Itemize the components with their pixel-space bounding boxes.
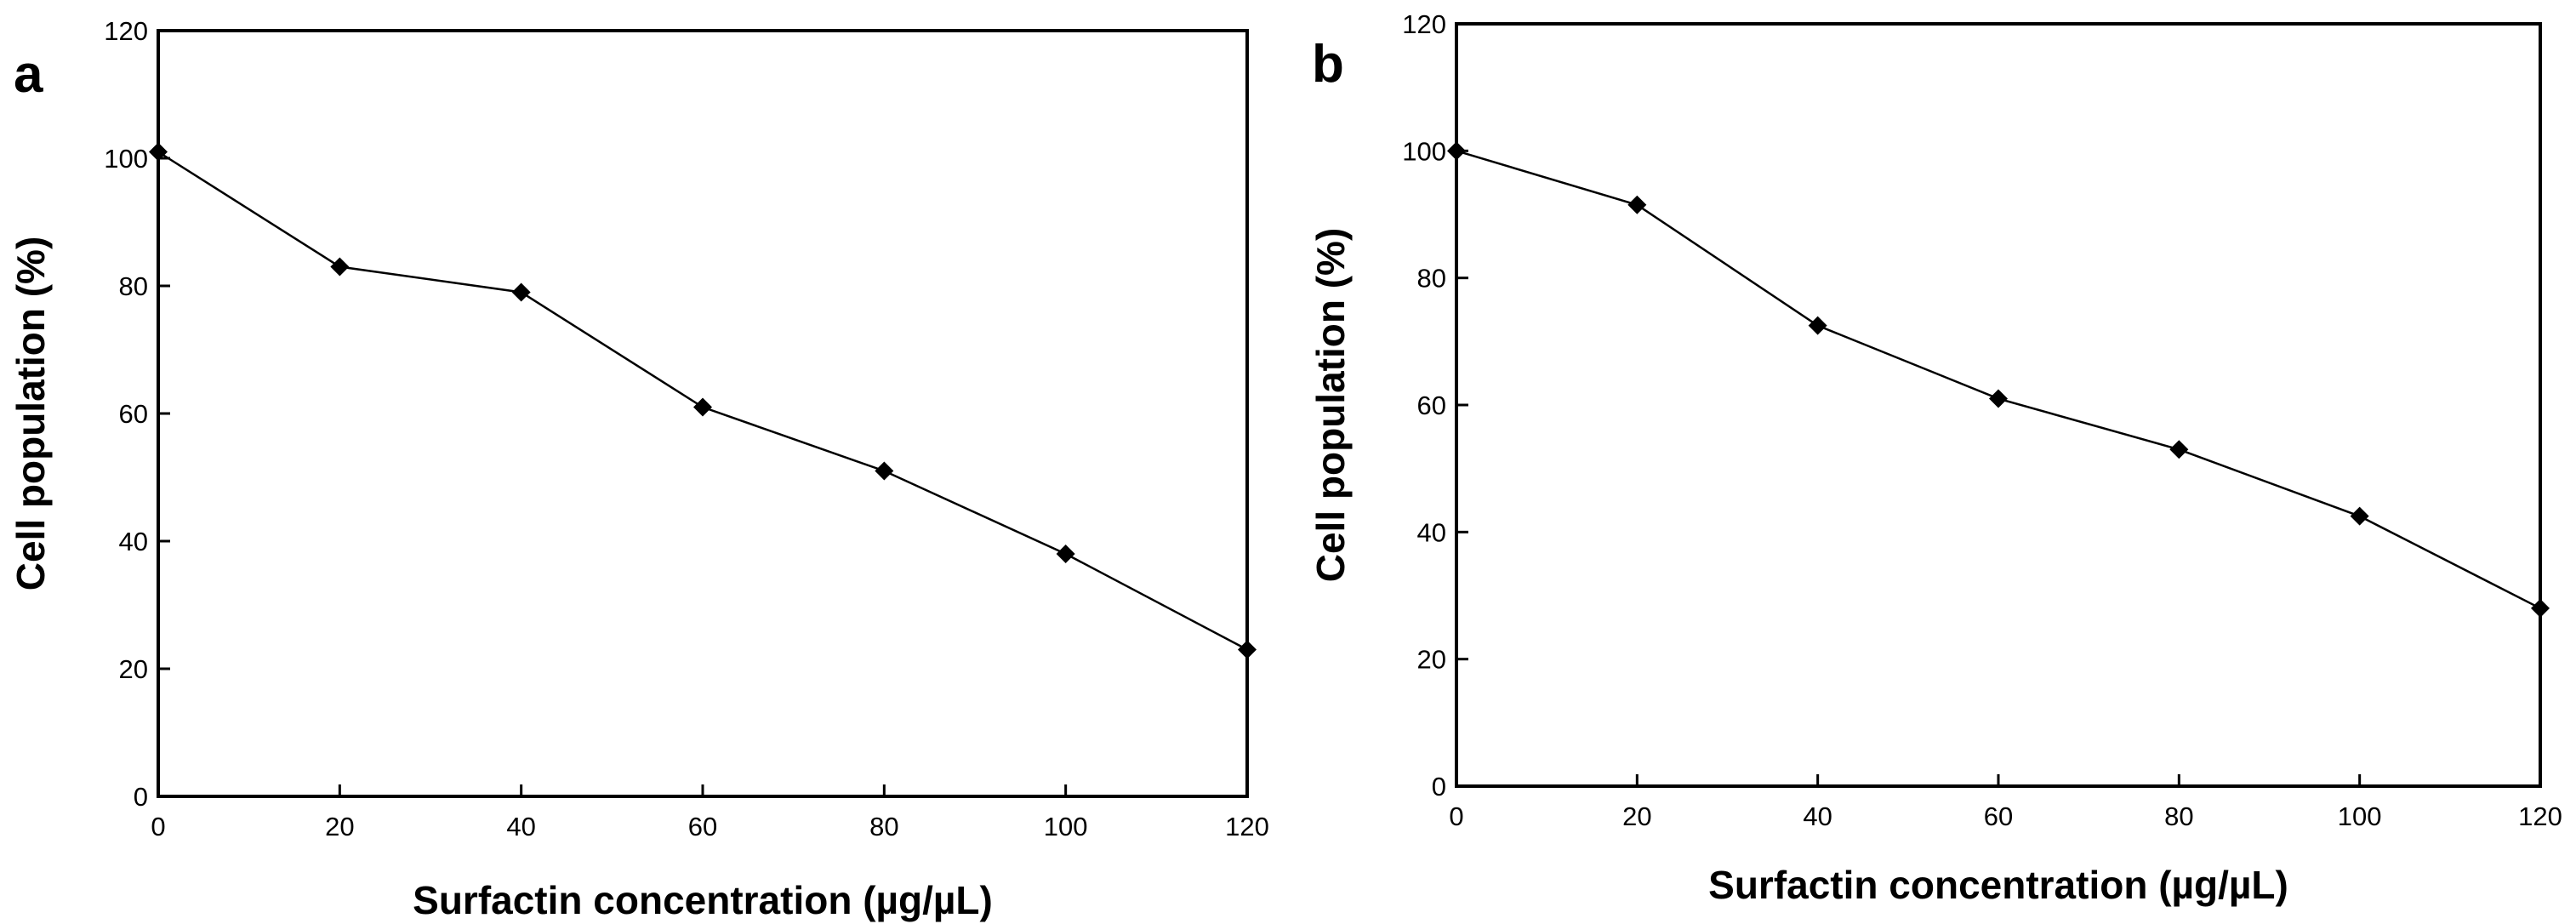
x-tick-label-b-2: 40 xyxy=(1803,801,1832,831)
data-point-b-2 xyxy=(1808,316,1827,335)
data-point-a-5 xyxy=(1056,545,1075,563)
y-tick-label-b-4: 80 xyxy=(1417,264,1446,294)
y-tick-label-b-5: 100 xyxy=(1402,136,1446,166)
data-point-a-2 xyxy=(511,282,531,302)
y-tick-label-a-1: 20 xyxy=(119,654,148,684)
data-point-a-0 xyxy=(149,142,168,162)
data-point-b-4 xyxy=(2169,440,2189,459)
chart-panel-a: a 0 20 40 60 80 100 120 0 20 40 60 80 100 120 Surfac… xyxy=(9,16,1269,922)
series-a xyxy=(149,142,1257,659)
y-tick-label-a-5: 100 xyxy=(104,144,148,174)
data-point-a-4 xyxy=(875,461,894,481)
y-tick-label-a-6: 120 xyxy=(104,16,148,46)
x-axis-title-a: Surfactin concentration (µg/µL) xyxy=(413,878,993,922)
x-tick-label-a-0: 0 xyxy=(151,812,165,841)
data-point-b-6 xyxy=(2531,598,2550,618)
y-tick-label-b-3: 60 xyxy=(1417,391,1446,420)
chart-panel-b: b 0 20 40 60 80 100 120 0 20 40 60 80 100 120 Surfac… xyxy=(1308,9,2562,907)
data-point-b-1 xyxy=(1627,195,1647,214)
y-tick-label-a-0: 0 xyxy=(134,782,148,812)
data-point-a-3 xyxy=(693,397,712,417)
x-tick-label-a-5: 100 xyxy=(1044,812,1088,841)
y-tick-label-b-0: 0 xyxy=(1432,772,1446,801)
data-point-b-5 xyxy=(2350,506,2369,526)
data-point-a-1 xyxy=(330,257,350,277)
x-tick-label-b-6: 120 xyxy=(2518,801,2562,831)
x-tick-label-b-4: 80 xyxy=(2164,801,2193,831)
data-point-b-3 xyxy=(1989,389,2008,408)
x-tick-label-b-1: 20 xyxy=(1622,801,1651,831)
y-tick-labels-b: 0 20 40 60 80 100 120 xyxy=(1402,9,1446,801)
panel-label-a: a xyxy=(14,45,43,104)
data-point-a-6 xyxy=(1238,640,1257,659)
x-tick-label-a-3: 60 xyxy=(688,812,717,841)
series-b xyxy=(1447,141,2550,618)
x-tick-label-b-5: 100 xyxy=(2338,801,2382,831)
y-tick-label-b-1: 20 xyxy=(1417,645,1446,675)
y-tick-label-a-2: 40 xyxy=(119,527,148,556)
x-tick-label-a-6: 120 xyxy=(1225,812,1269,841)
y-axis-title-b: Cell population (%) xyxy=(1308,228,1353,583)
y-tick-label-a-3: 60 xyxy=(119,399,148,429)
y-axis-title-a: Cell population (%) xyxy=(9,237,53,591)
x-tick-label-a-1: 20 xyxy=(325,812,354,841)
y-tick-label-b-6: 120 xyxy=(1402,9,1446,39)
data-point-b-0 xyxy=(1447,141,1466,161)
y-tick-label-b-2: 40 xyxy=(1417,517,1446,547)
x-tick-label-b-0: 0 xyxy=(1449,801,1463,831)
x-tick-label-a-2: 40 xyxy=(506,812,535,841)
y-tick-label-a-4: 80 xyxy=(119,271,148,301)
panel-label-b: b xyxy=(1312,35,1344,94)
tick-marks-b xyxy=(1455,22,2542,788)
x-tick-labels-a: 0 20 40 60 80 100 120 xyxy=(151,812,1268,841)
x-axis-title-b: Surfactin concentration (µg/µL) xyxy=(1708,863,2288,907)
x-tick-label-b-3: 60 xyxy=(1984,801,2013,831)
series-line-b-0 xyxy=(1456,150,2541,610)
y-tick-labels-a: 0 20 40 60 80 100 120 xyxy=(104,16,148,812)
x-tick-labels-b: 0 20 40 60 80 100 120 xyxy=(1449,801,2562,831)
x-tick-label-a-4: 80 xyxy=(869,812,898,841)
